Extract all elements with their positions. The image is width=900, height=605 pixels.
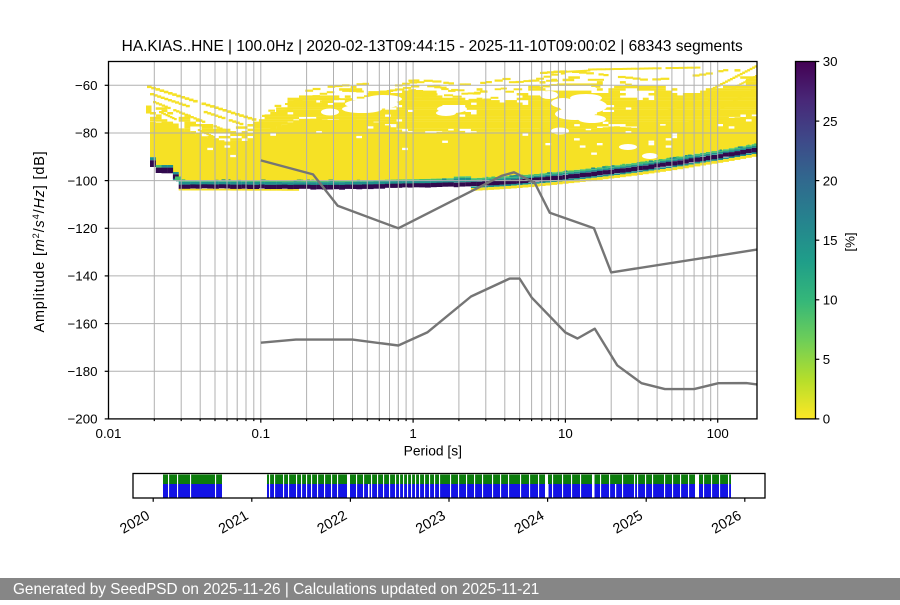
svg-text:0.1: 0.1 <box>252 426 271 441</box>
svg-text:Generated by SeedPSD on 2025-1: Generated by SeedPSD on 2025-11-26 | Cal… <box>13 581 539 598</box>
svg-text:Period [s]: Period [s] <box>404 443 462 458</box>
svg-text:−60: −60 <box>75 78 98 93</box>
svg-text:−100: −100 <box>68 173 98 188</box>
svg-text:[%]: [%] <box>843 232 858 251</box>
svg-text:100: 100 <box>707 426 729 441</box>
svg-text:−120: −120 <box>68 221 98 236</box>
svg-text:0.01: 0.01 <box>96 426 122 441</box>
svg-text:−140: −140 <box>68 269 98 284</box>
svg-text:30: 30 <box>823 54 838 69</box>
svg-text:HA.KIAS..HNE | 100.0Hz | 2020-: HA.KIAS..HNE | 100.0Hz | 2020-02-13T09:4… <box>122 38 743 55</box>
svg-text:5: 5 <box>823 352 830 367</box>
svg-text:10: 10 <box>823 293 838 308</box>
svg-text:−200: −200 <box>68 412 98 427</box>
svg-text:25: 25 <box>823 114 838 129</box>
svg-text:15: 15 <box>823 233 838 248</box>
svg-text:20: 20 <box>823 173 838 188</box>
svg-text:10: 10 <box>558 426 573 441</box>
svg-text:0: 0 <box>823 412 830 427</box>
svg-text:−160: −160 <box>68 316 98 331</box>
svg-text:−80: −80 <box>75 126 98 141</box>
svg-text:Amplitude [m2/s4/Hz] [dB]: Amplitude [m2/s4/Hz] [dB] <box>31 150 48 332</box>
svg-text:−180: −180 <box>68 364 98 379</box>
svg-text:1: 1 <box>409 426 416 441</box>
